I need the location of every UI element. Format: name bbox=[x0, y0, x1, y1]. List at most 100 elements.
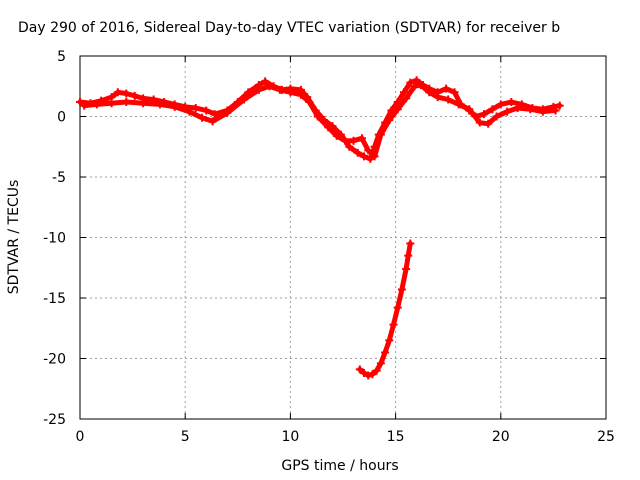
data-point bbox=[538, 107, 547, 116]
data-point bbox=[385, 336, 394, 345]
data-point bbox=[364, 146, 373, 155]
x-tick-label: 20 bbox=[492, 429, 510, 445]
data-point bbox=[92, 100, 101, 109]
data-point bbox=[357, 134, 366, 143]
data-point bbox=[370, 152, 379, 161]
data-point bbox=[425, 88, 434, 97]
data-point bbox=[341, 136, 350, 145]
data-point bbox=[450, 88, 459, 97]
y-tick-label: 0 bbox=[57, 110, 66, 126]
data-point bbox=[254, 85, 263, 94]
chart-title: Day 290 of 2016, Sidereal Day-to-day VTE… bbox=[18, 20, 561, 36]
data-point bbox=[385, 116, 394, 125]
data-point bbox=[286, 88, 295, 97]
data-point bbox=[368, 370, 377, 379]
data-point bbox=[513, 104, 522, 113]
data-point bbox=[551, 106, 560, 115]
data-point bbox=[555, 101, 564, 110]
data-point bbox=[376, 130, 385, 139]
data-point bbox=[208, 117, 217, 126]
data-point bbox=[526, 105, 535, 114]
data-point bbox=[360, 152, 369, 161]
data-point bbox=[484, 119, 493, 128]
data-point bbox=[130, 91, 139, 100]
data-point bbox=[416, 81, 425, 90]
data-point bbox=[122, 89, 131, 98]
data-point bbox=[332, 131, 341, 140]
data-point bbox=[155, 100, 164, 109]
data-point bbox=[345, 142, 354, 151]
y-tick-label: -15 bbox=[43, 291, 66, 307]
data-point bbox=[240, 95, 249, 104]
data-point bbox=[393, 303, 402, 312]
data-trace-2 bbox=[81, 82, 558, 159]
data-point bbox=[296, 90, 305, 99]
data-point bbox=[113, 88, 122, 97]
data-point bbox=[406, 239, 415, 248]
data-point bbox=[442, 84, 451, 93]
x-tick-label: 25 bbox=[597, 429, 615, 445]
data-point bbox=[433, 93, 442, 102]
data-point bbox=[406, 78, 415, 87]
y-tick-label: -25 bbox=[43, 412, 66, 428]
data-point bbox=[376, 359, 385, 368]
data-point bbox=[261, 77, 270, 86]
data-point bbox=[402, 94, 411, 103]
x-tick-label: 5 bbox=[181, 429, 190, 445]
data-point bbox=[355, 365, 364, 374]
data-point bbox=[265, 82, 274, 91]
data-point bbox=[191, 104, 200, 113]
data-point bbox=[444, 95, 453, 104]
data-point bbox=[80, 101, 89, 110]
data-point bbox=[185, 107, 194, 116]
data-point bbox=[305, 97, 314, 106]
data-point bbox=[488, 105, 497, 114]
data-layer bbox=[76, 76, 564, 380]
data-point bbox=[198, 113, 207, 122]
data-point bbox=[503, 107, 512, 116]
data-point bbox=[393, 105, 402, 114]
data-point bbox=[139, 99, 148, 108]
data-point bbox=[412, 76, 421, 85]
y-tick-label: -20 bbox=[43, 352, 66, 368]
data-point bbox=[223, 108, 232, 117]
data-point bbox=[364, 371, 373, 380]
data-point bbox=[349, 136, 358, 145]
y-tick-label: -10 bbox=[43, 231, 66, 247]
data-point bbox=[402, 264, 411, 273]
data-point bbox=[170, 102, 179, 111]
axis-layer: 0 5 10 15 20 25 -25 -20 -15 -10 -5 0 5 bbox=[43, 49, 615, 445]
data-point bbox=[479, 110, 488, 119]
y-tick-label: 5 bbox=[57, 49, 66, 65]
data-point bbox=[492, 112, 501, 121]
data-point bbox=[475, 118, 484, 127]
x-tick-label: 0 bbox=[76, 429, 85, 445]
data-point bbox=[107, 99, 116, 108]
data-point bbox=[360, 369, 369, 378]
data-point bbox=[122, 97, 131, 106]
y-axis-label: SDTVAR / TECUs bbox=[6, 180, 22, 295]
x-tick-label: 10 bbox=[281, 429, 299, 445]
data-point bbox=[372, 366, 381, 375]
data-point bbox=[202, 106, 211, 115]
x-axis-label: GPS time / hours bbox=[281, 458, 398, 474]
data-point bbox=[404, 251, 413, 260]
data-point bbox=[397, 285, 406, 294]
data-point bbox=[400, 88, 409, 97]
data-point bbox=[313, 112, 322, 121]
data-point bbox=[465, 105, 474, 114]
data-point bbox=[454, 100, 463, 109]
data-point bbox=[496, 100, 505, 109]
data-point bbox=[210, 110, 219, 119]
data-point bbox=[389, 320, 398, 329]
data-point bbox=[410, 82, 419, 91]
y-tick-label: -5 bbox=[52, 170, 66, 186]
data-point bbox=[381, 348, 390, 357]
data-point bbox=[507, 97, 516, 106]
data-point bbox=[366, 154, 375, 163]
data-point bbox=[76, 97, 84, 106]
x-tick-label: 15 bbox=[387, 429, 405, 445]
data-point bbox=[353, 148, 362, 157]
data-point bbox=[275, 85, 284, 94]
